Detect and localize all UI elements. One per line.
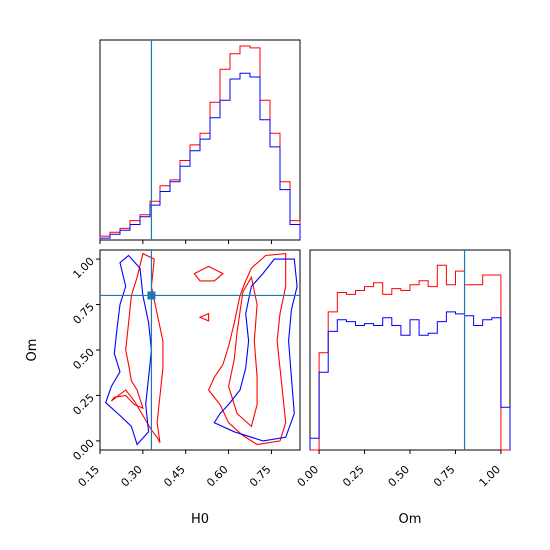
x-axis-label-om: Om — [399, 512, 422, 527]
y-tick-label: 0.75 — [70, 300, 97, 327]
x-axis-label-h0: H0 — [191, 512, 209, 527]
contour-blue-4 — [213, 258, 298, 442]
h0-histogram-ticks — [99, 240, 272, 244]
contour-red-0 — [110, 252, 164, 443]
truth-point-marker — [147, 291, 156, 300]
om-histogram-frame — [309, 249, 511, 451]
x-tick-label: 0.15 — [76, 463, 103, 490]
x-tick-label: 0.50 — [386, 463, 413, 490]
x-tick-label: 1.00 — [477, 463, 504, 490]
contour-lines — [105, 252, 298, 446]
om-axis-ticks: 0.00 0.25 0.50 0.75 1.00 — [70, 255, 100, 463]
x-tick-label: 0.00 — [295, 463, 322, 490]
y-tick-label: 0.25 — [70, 391, 97, 418]
h0-histogram-frame — [99, 39, 301, 241]
om-histogram-axis-ticks: 0.00 0.25 0.50 0.75 1.00 — [295, 450, 503, 489]
om-histogram-red-series — [310, 264, 510, 451]
x-tick-label: 0.75 — [431, 463, 458, 490]
om-histogram-blue-series — [309, 311, 511, 450]
x-tick-label: 0.60 — [204, 463, 231, 490]
y-tick-label: 0.50 — [70, 346, 97, 373]
x-tick-label: 0.45 — [161, 463, 188, 490]
om-histogram-panel: 0.00 0.25 0.50 0.75 1.00 — [295, 249, 511, 489]
h0-histogram-blue-series — [99, 72, 301, 240]
h0-axis-ticks: 0.15 0.30 0.45 0.60 0.75 — [76, 450, 274, 489]
contour-red-3 — [228, 275, 258, 428]
contour-red-5 — [193, 265, 224, 282]
x-tick-label: 0.30 — [118, 463, 145, 490]
y-axis-label-om: Om — [25, 339, 40, 362]
contour-blue-1 — [105, 254, 152, 446]
contour-frame — [99, 249, 301, 451]
y-tick-label: 1.00 — [70, 255, 97, 282]
h0-histogram-panel — [99, 39, 301, 244]
x-tick-label: 0.75 — [247, 463, 274, 490]
h0-om-contour-panel: 0.15 0.30 0.45 0.60 0.75 0.00 0.25 0.50 0.75 1.0… — [70, 249, 301, 489]
contour-red-6 — [198, 312, 210, 322]
contour-red-2 — [207, 252, 287, 446]
x-tick-label: 0.25 — [340, 463, 367, 490]
y-tick-label: 0.00 — [70, 437, 97, 464]
